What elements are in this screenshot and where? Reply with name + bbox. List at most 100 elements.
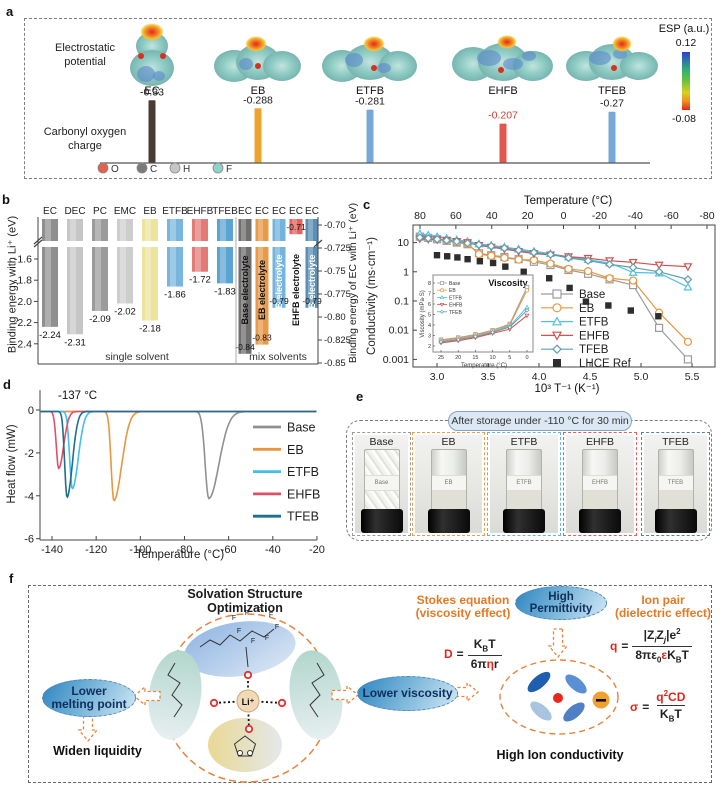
svg-text:F: F (232, 615, 236, 622)
bar-tfeb (217, 219, 233, 284)
svg-text:TFEB: TFEB (598, 85, 626, 97)
svg-text:-0.85: -0.85 (324, 358, 346, 369)
svg-text:-40: -40 (628, 210, 643, 222)
svg-text:-1.8: -1.8 (14, 275, 32, 287)
lithium-ion (236, 689, 260, 713)
oxygen-atom-icon (244, 724, 254, 734)
svg-text:Base electrolyte: Base electrolyte (240, 255, 250, 324)
svg-text:7: 7 (428, 292, 431, 298)
panel-a-label: a (6, 4, 14, 19)
vial-sticker: EB (431, 475, 466, 491)
charge-bar-etfb (366, 109, 374, 163)
svg-text:TFEB: TFEB (449, 310, 462, 316)
flow-arrow (331, 684, 360, 706)
permittivity-line1: High (548, 590, 574, 603)
dsc-curve-tfeb (40, 410, 317, 499)
panel-f-label: f (9, 571, 14, 586)
svg-text:F: F (226, 164, 232, 175)
svg-text:EC: EC (144, 85, 159, 97)
vial-photo-ehfb: EHFB EHFB (566, 435, 634, 533)
carbonyl-charge-label: Carbonyl oxygen charge (30, 126, 140, 154)
svg-text:3: 3 (428, 334, 431, 340)
o-atom-icon (97, 162, 109, 174)
panel-f-box (28, 585, 712, 783)
eq-q-lhs: q (610, 639, 618, 654)
svg-text:-2.09: -2.09 (89, 314, 111, 325)
svg-text:-20: -20 (309, 544, 325, 556)
conductivity-chart: Temperature (°C)80 60 40 20 0 -20 -40 -60 -803.0… (383, 195, 716, 395)
svg-text:-0.27: -0.27 (600, 98, 624, 110)
vial-photo-base: Base Base (355, 435, 408, 533)
ion-cluster (499, 659, 619, 735)
svg-text:-0.775: -0.775 (324, 289, 351, 300)
svg-text:single solvent: single solvent (105, 351, 169, 363)
solvent-blob-right (289, 650, 343, 740)
svg-text:80: 80 (414, 210, 426, 222)
svg-text:-120: -120 (85, 544, 107, 556)
svg-text:-80: -80 (699, 210, 714, 222)
bar-etfb (167, 219, 183, 287)
vial-name-tfeb: TFEB (662, 436, 689, 448)
svg-text:-0.288: -0.288 (243, 94, 273, 106)
svg-text:-100: -100 (129, 544, 151, 556)
vial-card-base: Base Base (352, 432, 411, 536)
vial-name-eb: EB (441, 436, 456, 448)
svg-text:-0.725: -0.725 (324, 243, 351, 254)
svg-text:-0.84: -0.84 (235, 342, 255, 352)
svg-text:H: H (183, 164, 190, 175)
lower-viscosity-text: Lower viscosity (362, 686, 453, 701)
flow-arrow (77, 712, 99, 743)
svg-text:EHFB: EHFB (287, 487, 320, 501)
svg-text:LHCE Ref: LHCE Ref (579, 358, 632, 370)
dsc-curve-base (40, 410, 317, 500)
svg-text:F: F (237, 628, 241, 635)
molecule-tfeb (566, 36, 658, 81)
panel-b-label: b (2, 192, 10, 207)
svg-text:-1.72: -1.72 (189, 275, 211, 286)
svg-text:10³ T⁻¹ (K⁻¹): 10³ T⁻¹ (K⁻¹) (535, 383, 600, 395)
vial-glass: EB (430, 449, 467, 512)
svg-text:Base: Base (579, 289, 605, 301)
vial-cap (503, 509, 545, 533)
ion-pair-label-1: Ion pair (641, 593, 685, 607)
svg-text:PC: PC (93, 206, 107, 217)
solvation-title-1: Solvation Structure (187, 587, 303, 601)
bar-base-electrolyte (238, 219, 252, 354)
svg-text:EC: EC (43, 206, 57, 217)
svg-text:Base: Base (449, 281, 461, 287)
vial-cap (654, 509, 697, 533)
lower-melting-line1: Lower (71, 684, 107, 699)
svg-text:-2.2: -2.2 (14, 317, 32, 329)
svg-text:Li⁺: Li⁺ (242, 697, 255, 707)
eq-d-lhs: D (444, 647, 453, 662)
oxygen-atom-icon (243, 670, 253, 680)
svg-text:-0.08: -0.08 (672, 113, 696, 125)
svg-text:2: 2 (428, 344, 431, 350)
bar-emc (117, 219, 133, 304)
eq-sigma-equals: = (642, 699, 650, 714)
svg-text:-2: -2 (24, 448, 34, 460)
svg-text:mix solvents: mix solvents (249, 351, 307, 363)
svg-text:EC: EC (238, 206, 252, 217)
eq-sigma-lhs: σ (630, 699, 639, 714)
vial-sticker: ETFB (507, 475, 541, 491)
charge-bar-eb (254, 108, 262, 163)
panel-e-label: e (356, 389, 364, 404)
conductivity-equation: σ = q2CD KBT (630, 689, 686, 724)
oxygen-atom-icon (277, 698, 287, 708)
svg-text:ETFB: ETFB (579, 317, 609, 329)
ion-pair-equation: q = |ZiZj|e2 8πε0εKBT (610, 628, 692, 665)
electrostatic-line2: potential (64, 55, 106, 68)
svg-text:-20: -20 (592, 210, 607, 222)
b-left-axis-title: Binding energy with Li⁺ (eV) (6, 215, 19, 354)
vial-sticker: Base (364, 475, 399, 491)
svg-text:-1.86: -1.86 (164, 290, 186, 301)
svg-text:0: 0 (28, 405, 34, 417)
svg-text:5.0: 5.0 (634, 371, 649, 383)
svg-text:F: F (257, 607, 261, 614)
svg-text:ETFB: ETFB (356, 85, 384, 97)
svg-text:TFEB: TFEB (287, 510, 319, 524)
svg-text:-60: -60 (221, 544, 237, 556)
